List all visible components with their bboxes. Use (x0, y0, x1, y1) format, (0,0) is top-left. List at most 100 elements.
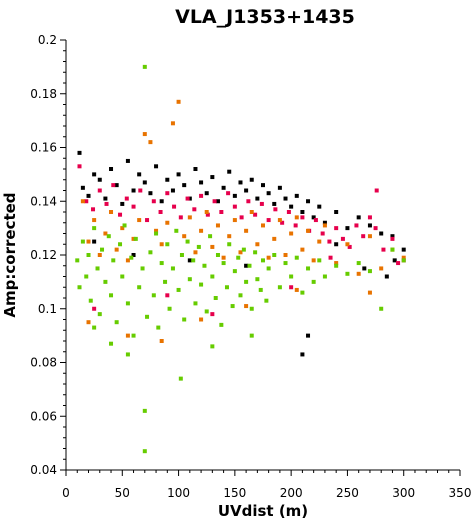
data-point (178, 215, 183, 220)
data-point (182, 234, 187, 239)
data-point (227, 242, 232, 247)
data-point (300, 215, 305, 220)
data-point (178, 376, 183, 381)
data-point (311, 215, 316, 220)
chart-title: VLA_J1353+1435 (175, 6, 355, 28)
data-point (125, 352, 130, 357)
data-point (334, 263, 339, 268)
data-point (193, 250, 198, 255)
data-point (111, 258, 116, 263)
data-point (137, 218, 142, 223)
data-point (311, 279, 316, 284)
data-point (210, 274, 215, 279)
y-tick-label: 0.04 (30, 463, 57, 477)
data-point (390, 236, 395, 241)
data-point (379, 306, 384, 311)
data-point (374, 188, 379, 193)
data-point (241, 247, 246, 252)
data-point (396, 261, 401, 266)
data-point (392, 258, 397, 263)
data-point (367, 223, 372, 228)
data-point (300, 290, 305, 295)
data-point (379, 266, 384, 271)
data-point (80, 185, 85, 190)
x-tick-label: 150 (223, 486, 246, 500)
data-point (266, 266, 271, 271)
data-point (103, 196, 108, 201)
data-point (176, 99, 181, 104)
data-point (97, 253, 102, 257)
data-point (111, 183, 116, 188)
data-point (221, 255, 226, 260)
data-point (137, 172, 142, 177)
data-point (204, 309, 209, 314)
data-point (221, 261, 226, 266)
data-point (170, 266, 175, 271)
data-point (156, 325, 161, 330)
data-point (212, 199, 217, 204)
data-point (227, 169, 232, 174)
data-point (272, 236, 277, 241)
data-point (311, 258, 316, 263)
data-point (151, 293, 156, 298)
data-point (120, 226, 125, 231)
data-point (289, 231, 294, 236)
data-point (230, 304, 235, 309)
data-point (104, 201, 109, 206)
data-point (356, 215, 361, 220)
data-point (244, 304, 249, 309)
data-point (300, 247, 305, 252)
y-axis-ticks: 0.04 0.06 0.08 0.1 0.12 0.14 0.16 0.18 0.2 (30, 33, 66, 477)
data-point (142, 408, 147, 413)
data-point (249, 210, 254, 214)
data-point (196, 244, 201, 249)
y-tick-label: 0.12 (30, 248, 57, 262)
data-point (204, 191, 209, 196)
data-point (317, 258, 322, 263)
data-point (154, 164, 159, 169)
data-point (125, 158, 130, 163)
y-axis-label: Amp:corrected (1, 192, 19, 317)
data-point (97, 177, 102, 182)
data-point (199, 180, 204, 185)
data-point (88, 298, 93, 303)
data-point (306, 333, 311, 338)
data-point (244, 228, 249, 233)
data-point (317, 239, 322, 244)
data-point (283, 261, 288, 266)
data-point (236, 255, 241, 260)
data-point (221, 185, 226, 190)
data-point (334, 226, 339, 231)
data-point (77, 164, 82, 169)
data-point (109, 341, 114, 346)
data-point (154, 231, 159, 236)
data-point (322, 220, 327, 225)
x-tick-label: 250 (336, 486, 359, 500)
data-point (266, 191, 271, 196)
data-point (367, 269, 372, 274)
data-point (210, 344, 215, 349)
data-point (129, 255, 134, 260)
data-point (145, 314, 150, 319)
data-point (120, 274, 125, 279)
data-point (103, 231, 108, 236)
data-point (165, 220, 170, 225)
data-point (142, 449, 147, 454)
data-point (210, 175, 215, 180)
data-point (125, 301, 130, 306)
data-point (210, 244, 215, 249)
data-point (151, 199, 156, 204)
data-point (249, 177, 254, 182)
data-point (165, 242, 170, 247)
data-point (272, 253, 277, 257)
data-point (204, 210, 209, 214)
data-point (165, 191, 170, 196)
x-axis-label: UVdist (m) (218, 502, 308, 520)
data-point (286, 210, 291, 214)
data-point (294, 215, 299, 220)
data-point (356, 261, 361, 266)
data-point (106, 234, 111, 239)
data-point (334, 261, 339, 266)
data-point (159, 339, 164, 343)
data-point (131, 204, 136, 209)
